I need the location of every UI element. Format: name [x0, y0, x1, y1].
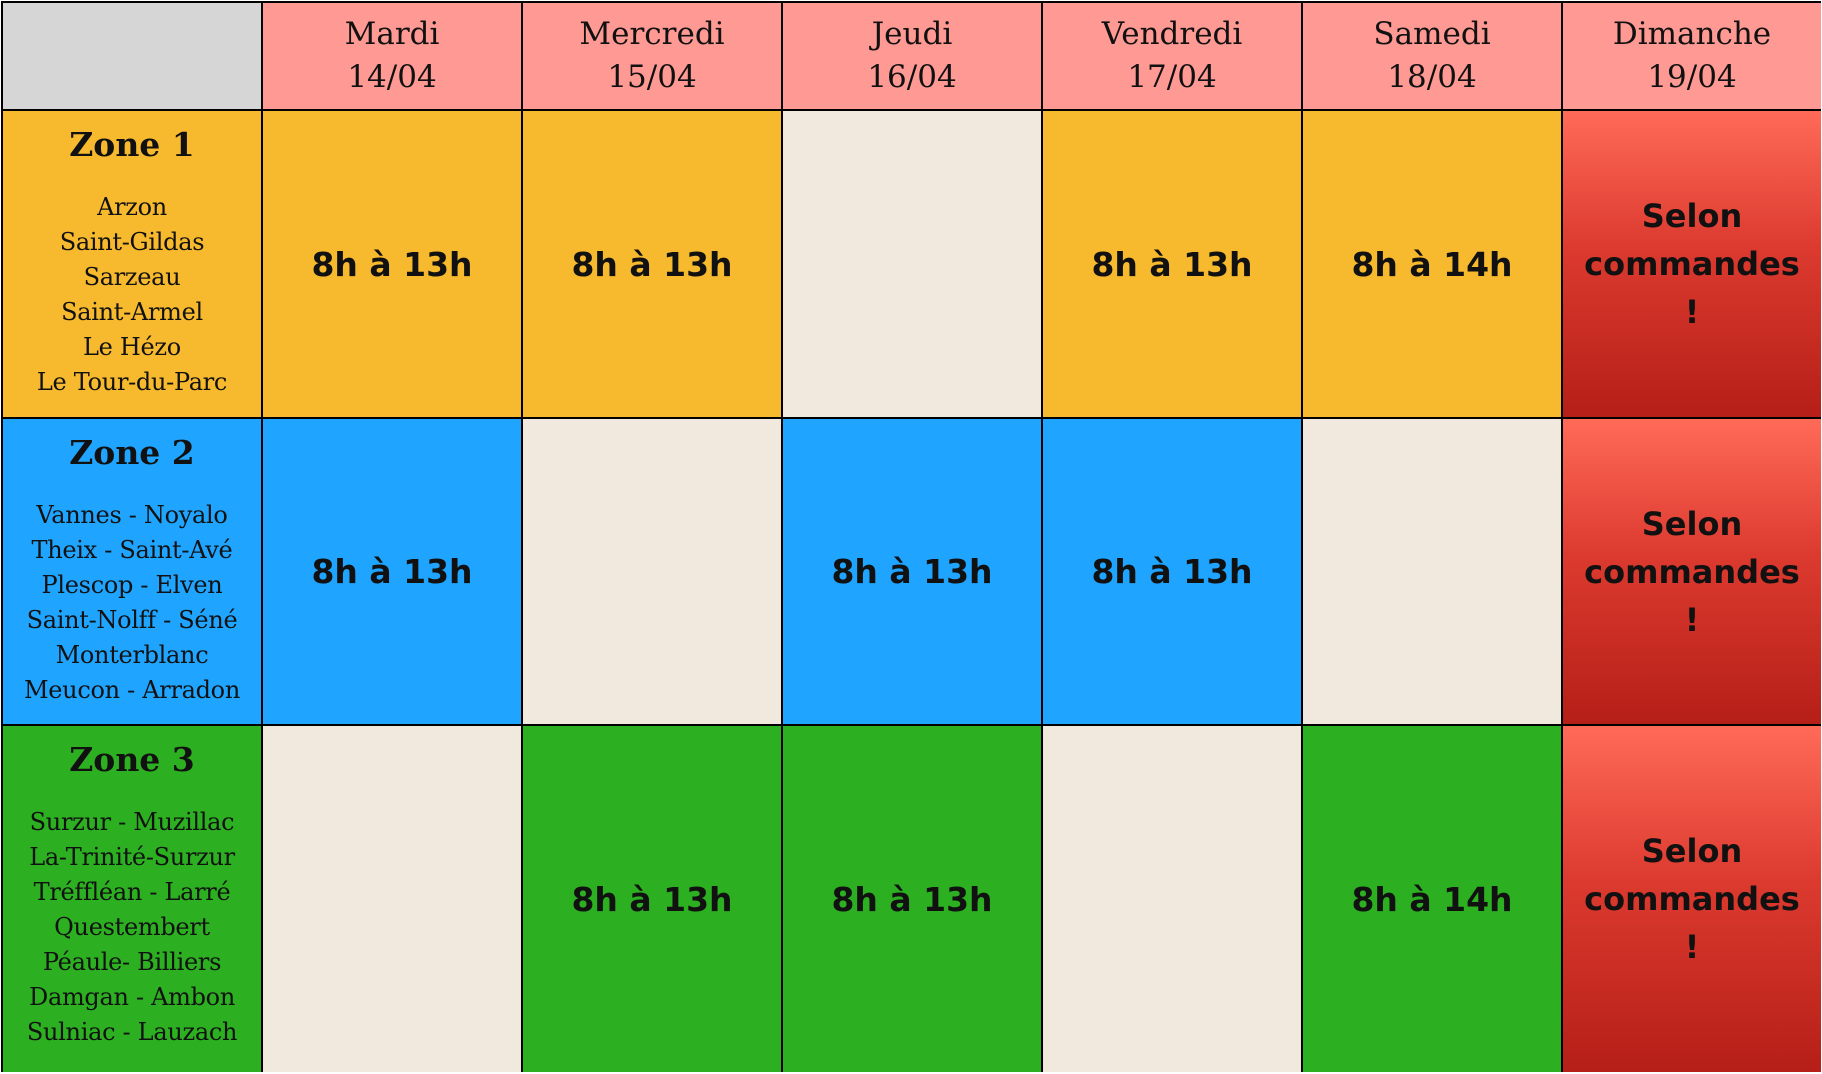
slot-zone3-jeudi: 8h à 13h: [781, 724, 1041, 1072]
day-header-mardi: Mardi 14/04: [261, 1, 521, 109]
town: Damgan - Ambon: [29, 983, 235, 1011]
day-date: 16/04: [867, 59, 957, 95]
slot-zone1-dimanche: Selon commandes !: [1561, 109, 1821, 417]
day-name: Samedi: [1373, 16, 1491, 52]
town: Monterblanc: [55, 641, 209, 669]
day-header-dimanche: Dimanche 19/04: [1561, 1, 1821, 109]
town: Tréffléan - Larré: [33, 878, 231, 906]
slot-zone3-vendredi: [1041, 724, 1301, 1072]
zone-towns: Surzur - Muzillac La-Trinité-Surzur Tréf…: [26, 805, 238, 1050]
zone-3-label: Zone 3 Surzur - Muzillac La-Trinité-Surz…: [1, 724, 261, 1072]
slot-zone1-samedi: 8h à 14h: [1301, 109, 1561, 417]
day-name: Jeudi: [871, 16, 953, 52]
day-date: 14/04: [347, 59, 437, 95]
slot-zone3-mardi: [261, 724, 521, 1072]
slot-zone1-mardi: 8h à 13h: [261, 109, 521, 417]
zone-2-label: Zone 2 Vannes - Noyalo Theix - Saint-Avé…: [1, 417, 261, 724]
slot-zone3-mercredi: 8h à 13h: [521, 724, 781, 1072]
day-date: 18/04: [1387, 59, 1477, 95]
town: Saint-Nolff - Séné: [26, 606, 238, 634]
day-name: Mardi: [344, 16, 440, 52]
slot-zone3-dimanche: Selon commandes !: [1561, 724, 1821, 1072]
town: Saint-Gildas: [59, 228, 205, 256]
day-header-mercredi: Mercredi 15/04: [521, 1, 781, 109]
slot-zone1-vendredi: 8h à 13h: [1041, 109, 1301, 417]
town: Arzon: [97, 193, 167, 221]
zone-title: Zone 2: [69, 433, 195, 472]
town: Plescop - Elven: [41, 571, 223, 599]
zone-title: Zone 1: [69, 125, 195, 164]
town: Saint-Armel: [61, 298, 203, 326]
slot-zone2-dimanche: Selon commandes !: [1561, 417, 1821, 724]
day-header-jeudi: Jeudi 16/04: [781, 1, 1041, 109]
town: Péaule- Billiers: [42, 948, 222, 976]
town: Le Tour-du-Parc: [36, 368, 228, 396]
zone-title: Zone 3: [69, 740, 195, 779]
slot-zone1-mercredi: 8h à 13h: [521, 109, 781, 417]
slot-zone2-mardi: 8h à 13h: [261, 417, 521, 724]
slot-zone2-jeudi: 8h à 13h: [781, 417, 1041, 724]
town: Questembert: [54, 913, 210, 941]
day-date: 17/04: [1127, 59, 1217, 95]
day-date: 19/04: [1647, 59, 1737, 95]
slot-zone2-samedi: [1301, 417, 1561, 724]
day-name: Mercredi: [579, 16, 725, 52]
town: Sarzeau: [83, 263, 181, 291]
zone-towns: Vannes - Noyalo Theix - Saint-Avé Plesco…: [24, 498, 240, 708]
zone-towns: Arzon Saint-Gildas Sarzeau Saint-Armel L…: [37, 190, 227, 400]
town: Sulniac - Lauzach: [26, 1018, 238, 1046]
slot-zone1-jeudi: [781, 109, 1041, 417]
slot-zone2-vendredi: 8h à 13h: [1041, 417, 1301, 724]
town: Surzur - Muzillac: [29, 808, 235, 836]
town: La-Trinité-Surzur: [29, 843, 235, 871]
table-corner: [1, 1, 261, 109]
day-name: Dimanche: [1612, 16, 1772, 52]
day-name: Vendredi: [1101, 16, 1243, 52]
town: Meucon - Arradon: [23, 676, 240, 704]
town: Le Hézo: [83, 333, 181, 361]
town: Theix - Saint-Avé: [31, 536, 233, 564]
day-header-vendredi: Vendredi 17/04: [1041, 1, 1301, 109]
town: Vannes - Noyalo: [36, 501, 228, 529]
day-date: 15/04: [607, 59, 697, 95]
slot-zone2-mercredi: [521, 417, 781, 724]
day-header-samedi: Samedi 18/04: [1301, 1, 1561, 109]
slot-zone3-samedi: 8h à 14h: [1301, 724, 1561, 1072]
zone-1-label: Zone 1 Arzon Saint-Gildas Sarzeau Saint-…: [1, 109, 261, 417]
